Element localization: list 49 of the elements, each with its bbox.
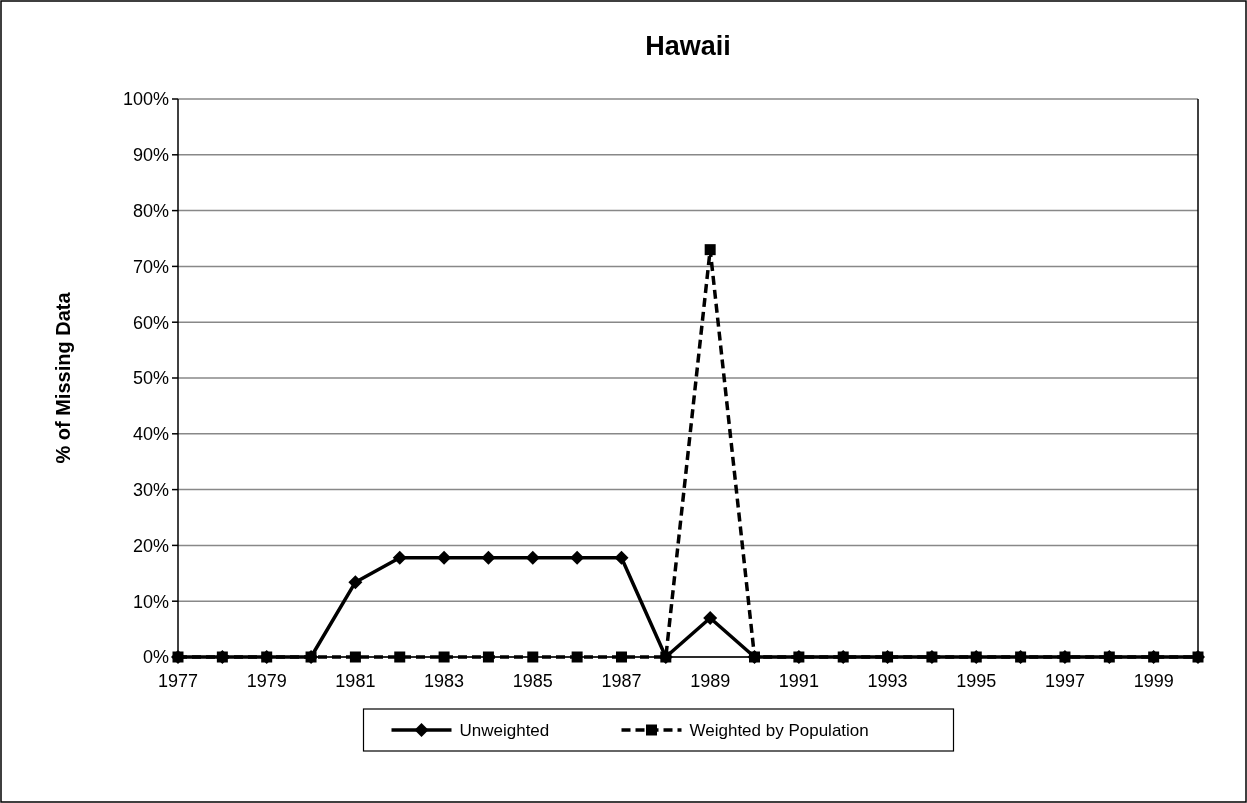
y-tick-label: 0% [142, 647, 169, 668]
point [392, 550, 407, 565]
point [614, 550, 629, 565]
y-tick-label: 40% [132, 424, 169, 445]
point [527, 651, 539, 663]
y-axis-title: % of Missing Data [52, 291, 74, 464]
y-tick-label: 10% [132, 591, 169, 612]
point [926, 651, 938, 663]
point [1148, 651, 1160, 663]
point [704, 244, 716, 256]
x-tick-label: 1981 [335, 671, 376, 691]
y-tick-label: 30% [132, 479, 169, 500]
point [703, 610, 718, 625]
y-tick-label: 20% [132, 535, 169, 556]
point [481, 550, 496, 565]
chart-title: Hawaii [645, 31, 731, 61]
y-tick-label: 50% [132, 368, 169, 389]
x-tick-label: 1995 [956, 671, 997, 691]
x-tick-label: 1979 [246, 671, 287, 691]
x-tick-label: 1991 [778, 671, 819, 691]
point [615, 651, 627, 663]
point [482, 651, 494, 663]
y-tick-label: 70% [132, 256, 169, 277]
y-tick-label: 60% [132, 312, 169, 333]
legend-label: Weighted by Population [689, 720, 869, 740]
x-tick-label: 1983 [424, 671, 465, 691]
point [394, 651, 406, 663]
point [525, 550, 540, 565]
point [570, 550, 585, 565]
point [749, 651, 761, 663]
x-tick-label: 1989 [690, 671, 731, 691]
legend-label: Unweighted [459, 720, 550, 740]
y-tick-label: 80% [132, 200, 169, 221]
x-tick-label: 1977 [157, 671, 199, 691]
point [793, 651, 805, 663]
x-tick-label: 1985 [512, 671, 553, 691]
point [571, 651, 583, 663]
point [437, 550, 452, 565]
point [660, 651, 672, 663]
point [261, 651, 273, 663]
y-tick-label: 90% [132, 145, 169, 166]
x-tick-label: 1997 [1044, 671, 1085, 691]
point [349, 651, 361, 663]
y-tick-label: 100% [122, 89, 169, 110]
x-tick-label: 1993 [867, 671, 908, 691]
x-tick-label: 1999 [1133, 671, 1174, 691]
point [348, 575, 363, 590]
x-tick-label: 1987 [601, 671, 642, 691]
point [438, 651, 450, 663]
